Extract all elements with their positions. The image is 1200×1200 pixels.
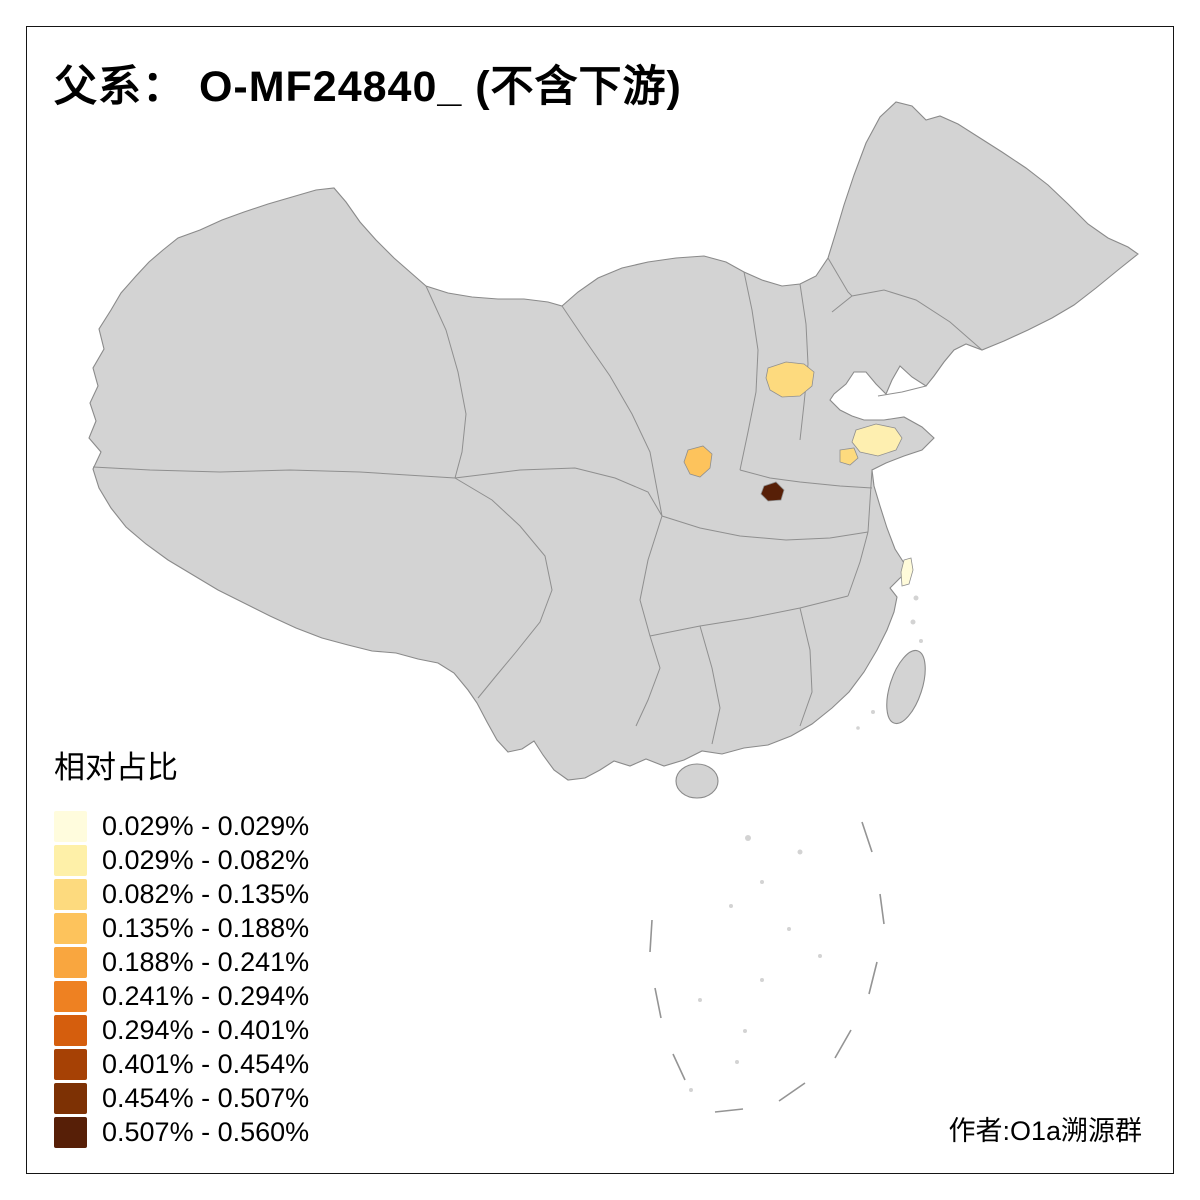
legend-row: 0.029% - 0.082%: [54, 843, 309, 877]
highlighted-regions: [683, 361, 914, 587]
legend-swatch: [54, 980, 87, 1012]
legend-label: 0.188% - 0.241%: [102, 946, 310, 977]
legend-row: 0.507% - 0.560%: [54, 1115, 309, 1149]
legend-row: 0.454% - 0.507%: [54, 1081, 309, 1115]
legend-swatch: [54, 1116, 87, 1148]
region-shaanxi: [683, 445, 713, 478]
legend-swatch: [54, 946, 87, 978]
legend-swatch: [54, 1048, 87, 1080]
legend-label: 0.029% - 0.029%: [102, 810, 310, 841]
china-mainland: [88, 101, 1139, 1092]
province-borders: [92, 257, 983, 745]
legend-swatch: [54, 912, 87, 944]
region-hebei: [765, 361, 815, 398]
china-outline: [88, 101, 1139, 781]
south-china-sea-islands: [689, 595, 923, 1092]
legend-swatch: [54, 878, 87, 910]
legend-label: 0.082% - 0.135%: [102, 878, 310, 909]
nine-dash-line: [649, 821, 885, 1113]
region-shandong-small: [839, 447, 859, 466]
legend-swatch: [54, 1014, 87, 1046]
legend-label: 0.294% - 0.401%: [102, 1014, 310, 1045]
region-shanghai: [900, 557, 914, 587]
legend-row: 0.029% - 0.029%: [54, 809, 309, 843]
legend-row: 0.082% - 0.135%: [54, 877, 309, 911]
legend-swatch: [54, 844, 87, 876]
legend-swatch: [54, 1082, 87, 1114]
page-title: 父系： O-MF24840_ (不含下游): [54, 63, 682, 111]
taiwan-island: [886, 649, 926, 725]
legend-row: 0.294% - 0.401%: [54, 1013, 309, 1047]
legend-label: 0.135% - 0.188%: [102, 912, 310, 943]
legend-row: 0.241% - 0.294%: [54, 979, 309, 1013]
legend-row: 0.401% - 0.454%: [54, 1047, 309, 1081]
legend-label: 0.401% - 0.454%: [102, 1048, 310, 1079]
legend-swatch: [54, 810, 87, 842]
legend-title: 相对占比: [54, 750, 178, 785]
region-shandong-peninsula: [851, 423, 903, 457]
region-henan-dark: [760, 481, 785, 502]
legend-label: 0.454% - 0.507%: [102, 1082, 310, 1113]
author-credit: 作者:O1a溯源群: [948, 1116, 1142, 1146]
legend-row: 0.188% - 0.241%: [54, 945, 309, 979]
legend-row: 0.135% - 0.188%: [54, 911, 309, 945]
legend-label: 0.241% - 0.294%: [102, 980, 310, 1011]
legend-label: 0.507% - 0.560%: [102, 1116, 310, 1147]
legend: 相对占比 0.029% - 0.029% 0.029% - 0.082% 0.0…: [54, 742, 309, 1149]
hainan-island: [675, 763, 719, 799]
legend-label: 0.029% - 0.082%: [102, 844, 310, 875]
